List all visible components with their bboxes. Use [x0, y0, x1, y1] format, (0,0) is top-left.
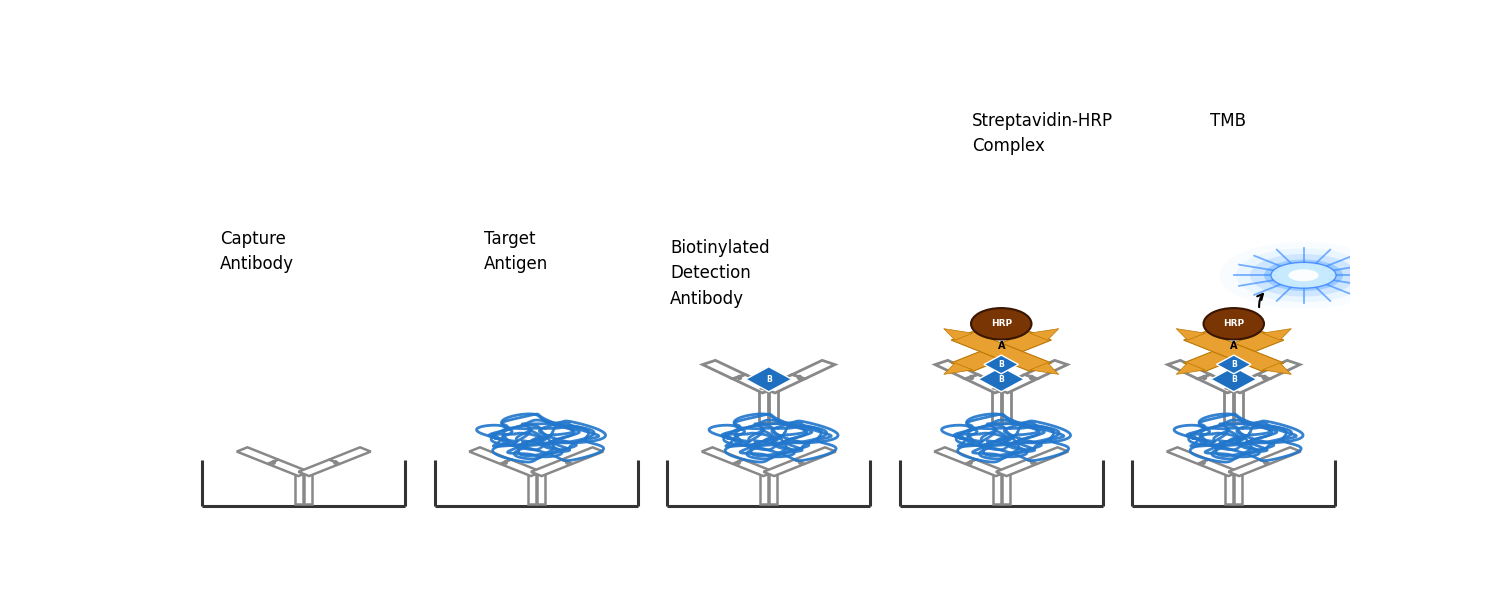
Polygon shape	[964, 374, 1008, 393]
Polygon shape	[951, 332, 1052, 371]
Text: Antibody: Antibody	[670, 290, 744, 308]
FancyBboxPatch shape	[770, 474, 777, 504]
Ellipse shape	[970, 308, 1032, 340]
Polygon shape	[1263, 363, 1292, 374]
Polygon shape	[500, 460, 542, 476]
Polygon shape	[984, 355, 1018, 374]
Polygon shape	[934, 361, 978, 379]
FancyBboxPatch shape	[296, 474, 303, 504]
Circle shape	[1236, 248, 1371, 302]
Polygon shape	[978, 367, 1024, 392]
Polygon shape	[1263, 329, 1292, 340]
Polygon shape	[1030, 363, 1059, 374]
FancyBboxPatch shape	[1234, 474, 1242, 504]
Text: A: A	[1230, 341, 1238, 351]
Circle shape	[1270, 262, 1336, 288]
Polygon shape	[964, 460, 1006, 476]
Polygon shape	[1197, 460, 1239, 476]
Polygon shape	[1258, 448, 1300, 464]
FancyBboxPatch shape	[1002, 391, 1011, 423]
Polygon shape	[934, 448, 976, 464]
Polygon shape	[994, 374, 1038, 393]
Polygon shape	[702, 361, 746, 379]
FancyBboxPatch shape	[1002, 474, 1010, 504]
Text: B: B	[766, 375, 771, 384]
Circle shape	[1250, 254, 1358, 296]
Text: Capture: Capture	[220, 230, 286, 248]
Polygon shape	[996, 460, 1038, 476]
Polygon shape	[470, 448, 512, 464]
Circle shape	[1220, 242, 1388, 308]
Polygon shape	[1167, 361, 1210, 379]
Ellipse shape	[1203, 308, 1264, 340]
Text: Detection: Detection	[670, 264, 750, 282]
Polygon shape	[328, 448, 370, 464]
Polygon shape	[531, 460, 573, 476]
Text: Antigen: Antigen	[484, 255, 548, 273]
Text: Biotinylated: Biotinylated	[670, 239, 770, 257]
Polygon shape	[1197, 374, 1240, 393]
Polygon shape	[792, 361, 836, 379]
Polygon shape	[1026, 448, 1068, 464]
Polygon shape	[237, 448, 279, 464]
Polygon shape	[944, 363, 972, 374]
Polygon shape	[1216, 355, 1251, 374]
Polygon shape	[1257, 361, 1300, 379]
Polygon shape	[1184, 332, 1284, 371]
Polygon shape	[762, 374, 806, 393]
FancyBboxPatch shape	[760, 474, 768, 504]
Polygon shape	[1184, 332, 1284, 371]
Polygon shape	[951, 332, 1052, 371]
Text: B: B	[1232, 375, 1236, 384]
Text: A: A	[998, 341, 1005, 351]
Polygon shape	[764, 460, 806, 476]
Polygon shape	[1227, 374, 1270, 393]
FancyBboxPatch shape	[1224, 391, 1233, 423]
Text: B: B	[999, 360, 1004, 369]
FancyBboxPatch shape	[993, 474, 1000, 504]
Text: HRP: HRP	[990, 319, 1012, 328]
Polygon shape	[267, 460, 309, 476]
Text: Streptavidin-HRP: Streptavidin-HRP	[972, 112, 1113, 130]
Polygon shape	[702, 448, 744, 464]
Text: Complex: Complex	[972, 137, 1046, 155]
Polygon shape	[732, 374, 776, 393]
Polygon shape	[1030, 329, 1059, 340]
Circle shape	[1264, 260, 1342, 291]
FancyBboxPatch shape	[992, 391, 1000, 423]
Text: Antibody: Antibody	[220, 255, 294, 273]
Polygon shape	[746, 367, 792, 392]
Polygon shape	[1176, 329, 1204, 340]
FancyBboxPatch shape	[304, 474, 312, 504]
Text: HRP: HRP	[1222, 319, 1245, 328]
Polygon shape	[1228, 460, 1270, 476]
FancyBboxPatch shape	[537, 474, 544, 504]
Text: B: B	[1232, 360, 1236, 369]
Polygon shape	[732, 460, 774, 476]
Text: TMB: TMB	[1210, 112, 1246, 130]
Polygon shape	[1167, 448, 1209, 464]
Polygon shape	[1210, 367, 1257, 392]
Polygon shape	[1176, 363, 1204, 374]
Polygon shape	[944, 329, 972, 340]
FancyBboxPatch shape	[1226, 474, 1233, 504]
FancyBboxPatch shape	[528, 474, 536, 504]
Text: B: B	[999, 375, 1004, 384]
FancyBboxPatch shape	[770, 391, 778, 423]
FancyBboxPatch shape	[1234, 391, 1244, 423]
FancyBboxPatch shape	[759, 391, 768, 423]
Polygon shape	[561, 448, 603, 464]
Text: Target: Target	[484, 230, 536, 248]
Circle shape	[1288, 269, 1318, 281]
Polygon shape	[298, 460, 340, 476]
Polygon shape	[1024, 361, 1068, 379]
Polygon shape	[794, 448, 836, 464]
